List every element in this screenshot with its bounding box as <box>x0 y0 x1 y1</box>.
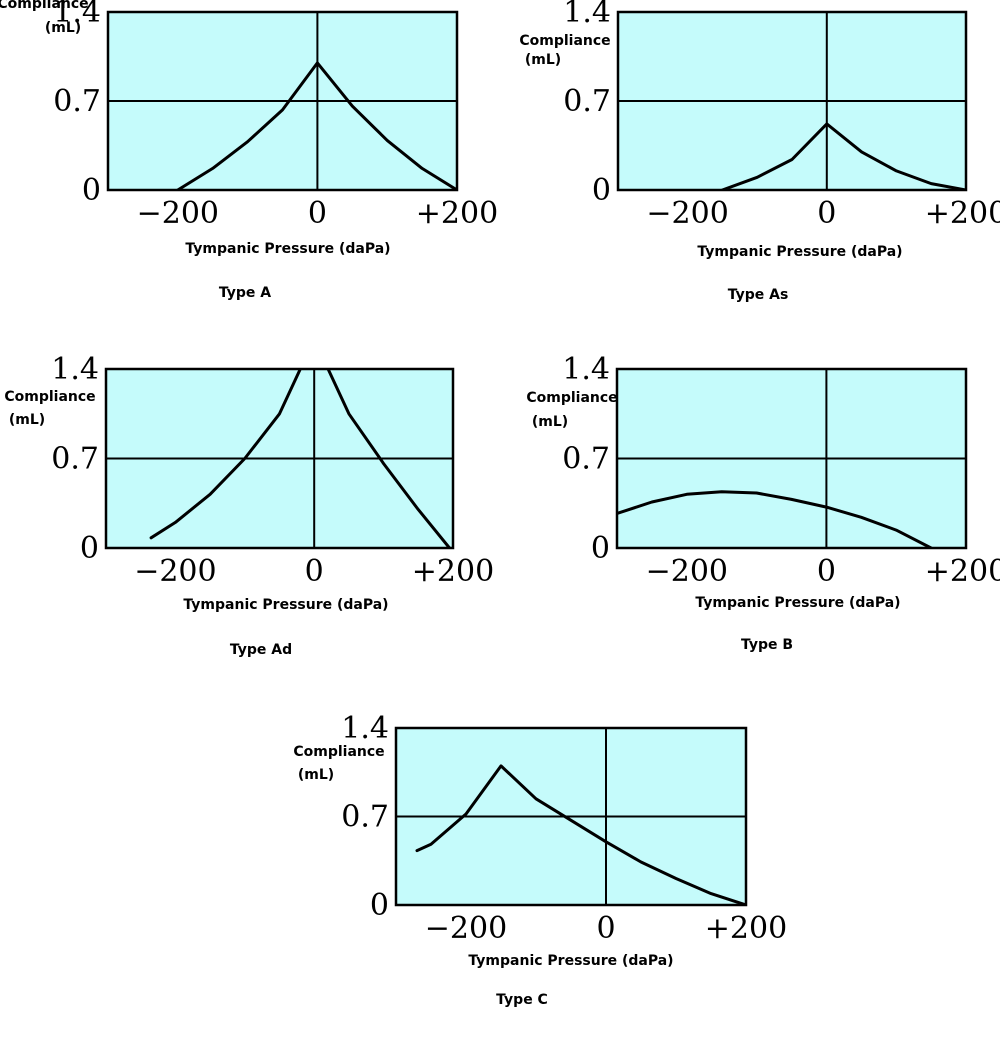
chart-title: Type A <box>219 285 271 301</box>
compliance-curve <box>720 122 966 190</box>
x-tick-label: −200 <box>646 196 728 231</box>
compliance-curve-2 <box>326 369 451 548</box>
chart-title: Type Ad <box>230 642 292 658</box>
y-axis-unit: (mL) <box>45 20 81 36</box>
y-axis-label: Compliance <box>526 390 617 406</box>
chart-panel-3: 1.4 0.7 0 −200 0 +200 Compliance (mL) Tympanic P… <box>4 352 494 658</box>
x-tick-label: +200 <box>416 196 498 231</box>
y-tick-label: 1.4 <box>563 0 611 30</box>
y-axis-label: Compliance <box>4 389 95 405</box>
x-axis-label: Tympanic Pressure (daPa) <box>183 597 388 613</box>
x-tick-label: +200 <box>925 196 1000 231</box>
x-tick-label: +200 <box>925 554 1000 589</box>
x-tick-label: −200 <box>134 554 216 589</box>
chart-panel-2: 1.4 0.7 0 −200 0 +200 Compliance (mL) Tympanic P… <box>519 0 1000 303</box>
y-tick-label: 0 <box>591 531 610 566</box>
y-axis-label: Compliance <box>0 0 89 12</box>
x-tick-label: −200 <box>137 196 219 231</box>
x-tick-label: 0 <box>817 196 836 231</box>
x-tick-label: 0 <box>308 196 327 231</box>
y-tick-label: 0.7 <box>562 442 610 477</box>
x-axis-label: Tympanic Pressure (daPa) <box>185 241 390 257</box>
y-axis-unit: (mL) <box>9 412 45 428</box>
y-axis-label: Compliance <box>293 744 384 760</box>
x-tick-label: −200 <box>646 554 728 589</box>
x-tick-label: +200 <box>412 554 494 589</box>
y-tick-label: 0 <box>82 173 101 208</box>
compliance-curve <box>617 490 933 548</box>
compliance-curve <box>415 764 746 905</box>
x-tick-label: +200 <box>705 911 787 946</box>
x-axis-label: Tympanic Pressure (daPa) <box>695 595 900 611</box>
y-tick-label: 0.7 <box>341 800 389 835</box>
x-tick-label: 0 <box>305 554 324 589</box>
compliance-curve-1 <box>149 369 302 540</box>
x-tick-label: 0 <box>596 911 615 946</box>
y-axis-unit: (mL) <box>532 414 568 430</box>
y-tick-label: 1.4 <box>53 0 101 30</box>
chart-title: Type B <box>741 637 793 653</box>
y-tick-label: 0.7 <box>53 84 101 119</box>
chart-title: Type As <box>728 287 789 303</box>
plot-frame <box>106 10 459 192</box>
y-tick-label: 0.7 <box>563 84 611 119</box>
y-axis-unit: (mL) <box>525 52 561 68</box>
x-axis-label: Tympanic Pressure (daPa) <box>468 953 673 969</box>
chart-panel-1: 1.4 0.7 0 −200 0 +200 Compliance (mL) Tympanic P… <box>0 0 498 301</box>
plot-frame <box>104 367 455 550</box>
x-tick-label: 0 <box>817 554 836 589</box>
y-axis-label: Compliance <box>519 33 610 49</box>
chart-title: Type C <box>496 992 548 1008</box>
y-tick-label: 1.4 <box>562 352 610 387</box>
y-tick-label: 1.4 <box>341 711 389 746</box>
chart-panel-4: 1.4 0.7 0 −200 0 +200 Compliance (mL) Tympanic P… <box>526 352 1000 653</box>
y-tick-label: 0.7 <box>51 442 99 477</box>
y-tick-label: 0 <box>80 531 99 566</box>
chart-panel-5: 1.4 0.7 0 −200 0 +200 Compliance (mL) Tympanic P… <box>293 711 787 1008</box>
x-axis-label: Tympanic Pressure (daPa) <box>697 244 902 260</box>
plot-frame <box>616 10 968 192</box>
y-tick-label: 1.4 <box>51 352 99 387</box>
x-tick-label: −200 <box>425 911 507 946</box>
compliance-curve <box>176 61 457 190</box>
y-tick-label: 0 <box>370 888 389 923</box>
y-axis-unit: (mL) <box>298 767 334 783</box>
y-tick-label: 0 <box>592 173 611 208</box>
plot-frame <box>394 726 748 907</box>
plot-frame <box>615 367 968 550</box>
